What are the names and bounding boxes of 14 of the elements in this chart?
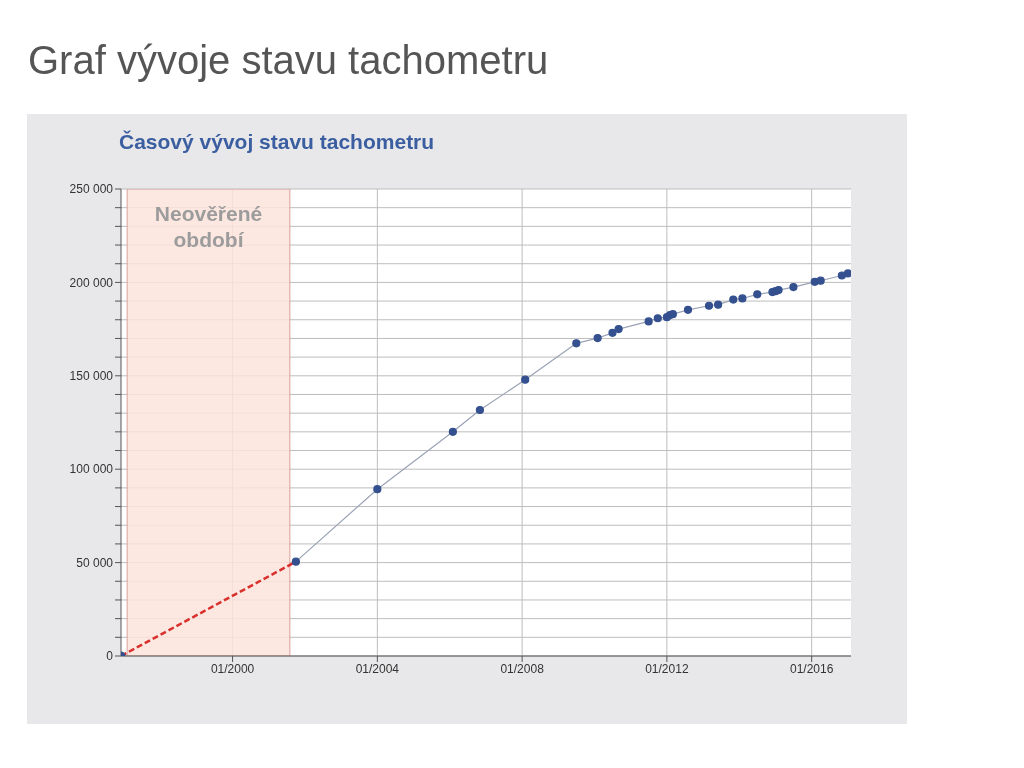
x-tick-label: 01/2004 <box>355 661 400 676</box>
x-tick-label: 01/2016 <box>789 661 834 676</box>
y-tick-label: 50 000 <box>76 555 114 570</box>
band-label: Neověřené období <box>154 202 263 251</box>
y-tick-label: 150 000 <box>69 369 114 384</box>
x-tick-label: 01/2012 <box>645 661 689 676</box>
x-tick-label: 01/2008 <box>500 661 545 676</box>
y-tick-label: 200 000 <box>69 275 114 290</box>
y-tick-label: 100 000 <box>69 462 114 477</box>
y-tick-label: 250 000 <box>69 182 114 197</box>
chart-title: Graf vývoje stavu tachometru <box>28 38 550 84</box>
x-tick-label: 01/2000 <box>210 661 255 676</box>
chart-subtitle: Časový vývoj stavu tachometru <box>119 130 435 154</box>
y-tick-label: 0 <box>106 649 114 664</box>
